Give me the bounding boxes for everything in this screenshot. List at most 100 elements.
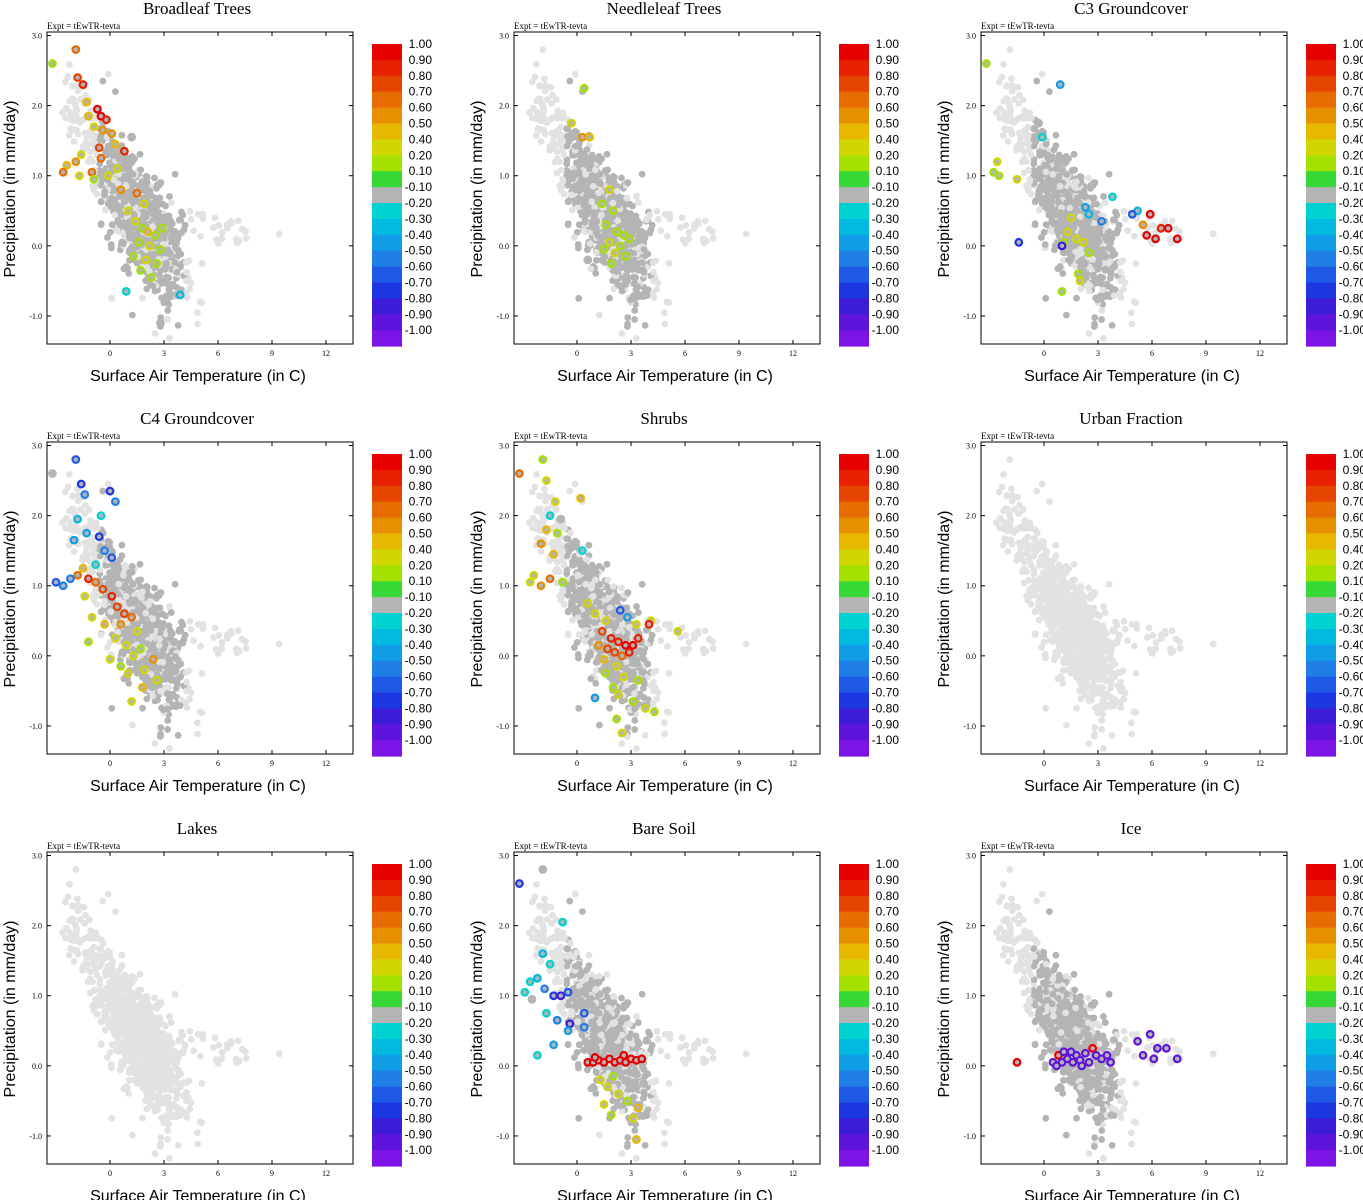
data-point — [1071, 234, 1081, 244]
background-point — [158, 213, 166, 221]
background-point — [533, 60, 540, 68]
background-point — [560, 151, 568, 159]
background-point — [107, 241, 115, 248]
background-point — [1024, 123, 1032, 131]
background-point — [128, 152, 136, 160]
experiment-label: Expt = tEwTR-tevta — [981, 21, 1054, 31]
colorbar-label: -0.80 — [405, 701, 433, 715]
colorbar-label: 0.50 — [876, 117, 900, 131]
colorbar-swatch — [839, 250, 869, 268]
y-tick-label: -1.0 — [29, 722, 42, 731]
background-point — [1108, 321, 1116, 329]
background-point — [587, 265, 595, 273]
background-point — [1168, 217, 1176, 225]
background-point — [128, 721, 136, 729]
data-point — [601, 220, 611, 230]
data-point — [83, 574, 93, 584]
background-point — [623, 277, 631, 285]
background-point — [101, 206, 109, 214]
background-point — [65, 541, 73, 549]
background-point — [66, 60, 73, 68]
background-point — [130, 621, 138, 629]
y-tick-label: 1.0 — [32, 582, 42, 591]
background-point — [74, 491, 82, 499]
background-point — [193, 719, 201, 727]
data-point — [107, 129, 117, 139]
background-point — [601, 253, 609, 261]
data-point — [1079, 237, 1088, 247]
background-point — [112, 88, 119, 95]
background-point — [197, 232, 204, 240]
y-tick-label: 2.0 — [966, 102, 976, 111]
background-point — [1080, 187, 1088, 195]
background-point — [1083, 223, 1091, 231]
background-point — [157, 179, 165, 187]
colorbar-swatch — [1306, 314, 1336, 331]
colorbar-swatch — [372, 314, 402, 331]
background-point — [618, 211, 626, 219]
colorbar-label: -0.40 — [1339, 228, 1363, 242]
data-point — [51, 577, 61, 587]
colorbar-label: -0.30 — [872, 212, 900, 226]
experiment-label: Expt = tEwTR-tevta — [514, 21, 587, 31]
background-point — [223, 221, 231, 229]
background-point — [132, 204, 140, 212]
background-point — [1076, 213, 1084, 221]
background-point — [1100, 193, 1107, 200]
background-point — [1090, 194, 1098, 202]
data-point — [152, 675, 162, 685]
data-point — [1080, 202, 1090, 212]
background-point — [552, 96, 560, 104]
colorbar-swatch — [372, 91, 402, 109]
data-point — [119, 609, 129, 619]
y-axis-label: Precipitation (in mm/day) — [2, 511, 19, 688]
background-point — [647, 226, 655, 234]
background-point — [115, 565, 123, 573]
data-point — [1066, 213, 1076, 223]
y-tick-label: 0.0 — [32, 652, 42, 661]
background-point — [120, 265, 128, 273]
x-tick-label: 0 — [108, 759, 112, 768]
data-point — [1097, 216, 1106, 226]
data-point — [615, 241, 625, 251]
background-point — [76, 506, 84, 513]
background-point — [1097, 280, 1105, 288]
background-point — [563, 142, 571, 150]
y-axis-label: Precipitation (in mm/day) — [469, 101, 486, 278]
colorbar-label: -0.20 — [405, 606, 433, 620]
background-point — [125, 680, 133, 687]
colorbar-label: -0.20 — [872, 196, 900, 210]
data-point — [78, 80, 88, 89]
y-tick-label: -1.0 — [29, 312, 42, 321]
background-point — [660, 309, 668, 317]
background-point — [1090, 225, 1097, 233]
background-point — [1050, 146, 1058, 154]
data-point — [101, 115, 111, 125]
x-tick-label: 0 — [575, 349, 579, 358]
background-point — [138, 184, 145, 191]
colorbar-label: 0.10 — [409, 164, 433, 178]
background-point — [1098, 316, 1105, 323]
colorbar-swatch — [372, 187, 402, 204]
background-point — [69, 505, 77, 513]
background-point — [180, 636, 188, 644]
background-point — [161, 670, 169, 677]
data-point — [76, 479, 86, 489]
background-point — [634, 199, 642, 206]
background-point — [190, 227, 198, 235]
background-point — [158, 623, 166, 631]
x-tick-label: 12 — [322, 349, 330, 358]
background-point — [548, 100, 556, 107]
background-point — [595, 311, 603, 319]
background-point — [1045, 211, 1053, 219]
background-point — [139, 604, 147, 612]
background-point — [116, 556, 124, 564]
colorbar-swatch — [372, 644, 402, 662]
data-point — [1034, 118, 1043, 128]
data-point — [1014, 237, 1024, 247]
background-point — [166, 603, 173, 610]
colorbar-label: 0.80 — [409, 69, 433, 83]
colorbar-label: 0.90 — [409, 53, 433, 67]
